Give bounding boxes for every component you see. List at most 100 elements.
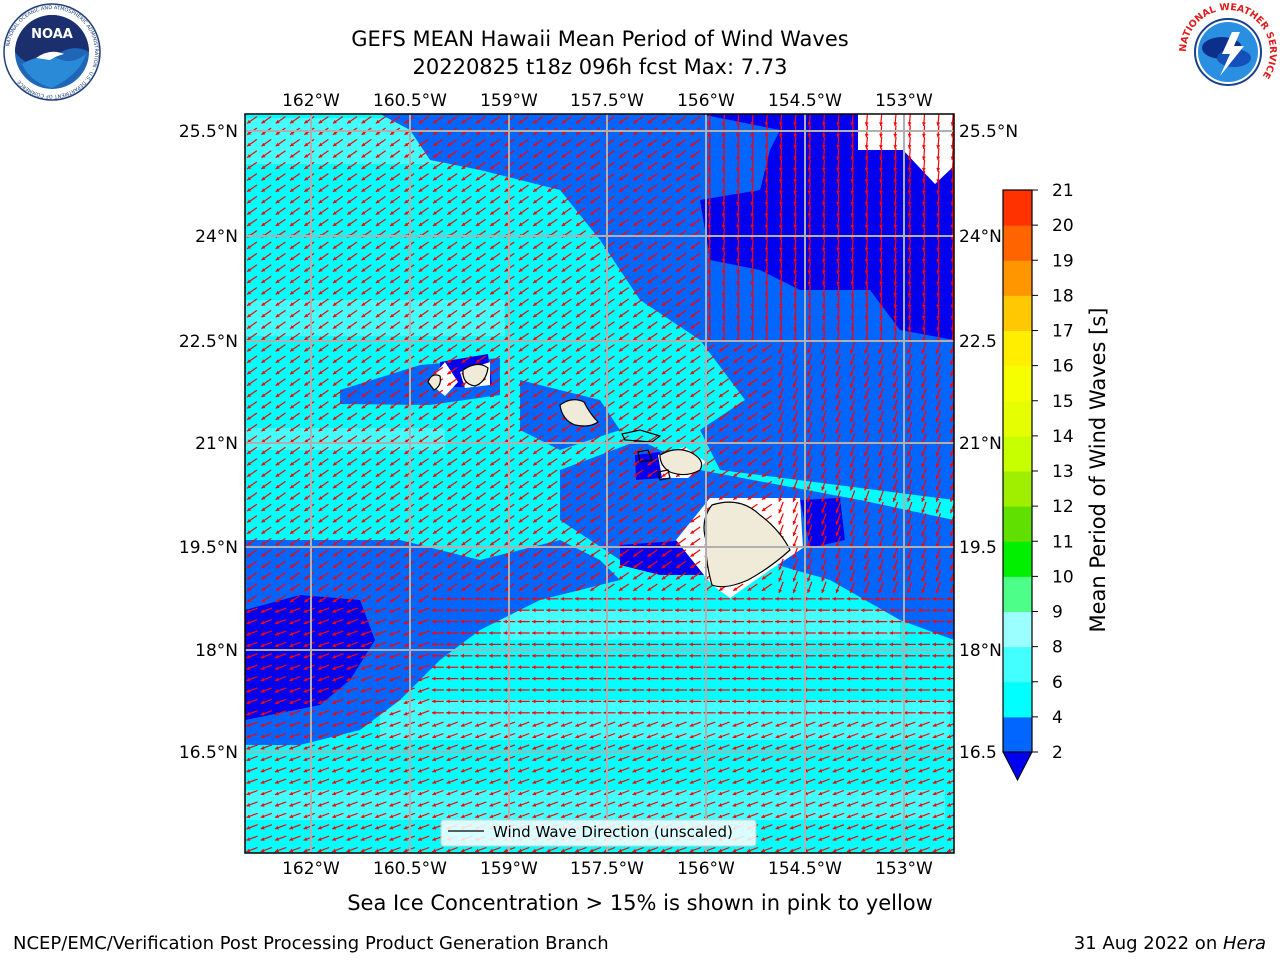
wave-vector-head	[404, 199, 409, 204]
wave-vector-head	[533, 279, 538, 283]
wave-vector-head	[793, 156, 798, 161]
wave-vector-head	[690, 290, 695, 295]
wave-vector-head	[793, 270, 798, 275]
wave-vector-head	[633, 302, 638, 306]
wave-vector-head	[533, 188, 538, 192]
wave-vector-head	[332, 393, 337, 397]
wave-vector-head	[561, 188, 566, 192]
wave-vector-head	[576, 211, 580, 215]
wave-vector-head	[375, 199, 380, 204]
wave-vector-head	[836, 167, 840, 172]
wave-vector-head	[647, 325, 652, 329]
wave-vector-head	[935, 361, 940, 365]
wave-vector-head	[793, 145, 798, 149]
wave-vector-head	[590, 302, 595, 306]
wave-vector-head	[864, 122, 869, 126]
wave-vector-head	[661, 382, 666, 386]
wave-vector-head	[447, 427, 452, 432]
wave-vector-head	[461, 245, 466, 249]
wave-vector-head	[750, 316, 755, 320]
wave-vector-head	[290, 325, 294, 329]
wave-vector-head	[461, 154, 466, 158]
wave-vector-head	[950, 236, 954, 240]
wave-vector-head	[332, 245, 337, 249]
wave-vector-head	[893, 316, 898, 320]
wave-vector-head	[247, 119, 252, 124]
wave-vector-head	[661, 199, 666, 204]
wave-vector-head	[290, 347, 294, 352]
wave-vector-head	[418, 290, 423, 295]
wave-vector-head	[907, 452, 911, 457]
wave-vector-head	[736, 259, 740, 263]
wave-vector-head	[676, 439, 681, 443]
wave-vector-head	[835, 372, 840, 377]
wave-vector-head	[518, 279, 523, 283]
wave-vector-head	[879, 202, 883, 206]
wave-vector-head	[404, 370, 409, 375]
wave-vector-head	[318, 176, 323, 181]
wave-vector-head	[850, 236, 855, 240]
wave-vector-head	[661, 188, 666, 192]
wave-vector-head	[332, 359, 337, 363]
wave-vector-head	[779, 281, 783, 286]
wave-vector-head	[576, 336, 580, 340]
wave-vector-head	[561, 347, 566, 352]
wave-vector-head	[907, 213, 912, 218]
wave-vector-head	[661, 222, 666, 226]
wave-vector-head	[936, 236, 941, 240]
wave-vector-head	[879, 281, 883, 286]
wave-vector-head	[864, 383, 868, 388]
wave-vector-head	[576, 222, 580, 226]
wave-vector-head	[261, 416, 266, 420]
wave-vector-head	[404, 188, 409, 192]
wave-vector-head	[733, 382, 738, 386]
wave-vector-head	[750, 293, 755, 297]
wave-vector-head	[733, 404, 738, 409]
wave-vector-head	[936, 156, 941, 161]
wave-vector-head	[461, 256, 466, 261]
wave-vector-head	[690, 427, 695, 432]
noaa-logo-text: NOAA	[31, 27, 73, 42]
wave-vector-head	[707, 179, 712, 183]
wave-vector-head	[721, 327, 726, 332]
wave-vector-head	[347, 131, 352, 135]
wave-vector-head	[247, 450, 252, 454]
wave-vector-head	[347, 199, 352, 204]
wave-vector-head	[290, 245, 294, 249]
wave-vector-head	[361, 142, 366, 147]
wave-vector-head	[475, 131, 480, 135]
wave-vector-head	[850, 304, 855, 309]
wave-vector-head	[676, 347, 681, 352]
wave-vector-head	[661, 154, 666, 158]
wave-vector-head	[418, 131, 423, 135]
wave-vector-head	[561, 268, 566, 272]
wave-vector-head	[807, 156, 812, 161]
wave-vector-head	[690, 370, 695, 375]
wave-vector-head	[836, 133, 840, 138]
wave-vector-head	[318, 450, 323, 454]
wave-vector-head	[304, 245, 309, 249]
wave-vector-head	[547, 222, 552, 226]
wave-vector-head	[721, 202, 726, 206]
wave-vector-head	[347, 222, 352, 226]
wave-vector-head	[261, 245, 266, 249]
wave-vector-head	[879, 236, 883, 240]
wave-vector-head	[864, 202, 869, 206]
wave-vector-head	[807, 361, 811, 365]
wave-vector-head	[878, 418, 883, 422]
wave-vector-head	[807, 133, 812, 138]
wave-vector-head	[676, 154, 681, 158]
wave-vector-head	[779, 316, 783, 320]
wave-vector-head	[390, 393, 395, 397]
wave-vector-head	[433, 393, 437, 397]
wave-vector-head	[518, 416, 523, 420]
wave-vector-head	[836, 190, 840, 195]
wave-vector-head	[618, 199, 623, 204]
wave-vector-head	[721, 304, 726, 309]
wave-vector-head	[647, 176, 652, 181]
wave-vector-head	[375, 165, 380, 169]
wave-vector-head	[332, 279, 337, 283]
wave-vector-head	[304, 393, 309, 397]
wave-vector-head	[475, 188, 480, 192]
wave-vector-head	[275, 211, 280, 215]
